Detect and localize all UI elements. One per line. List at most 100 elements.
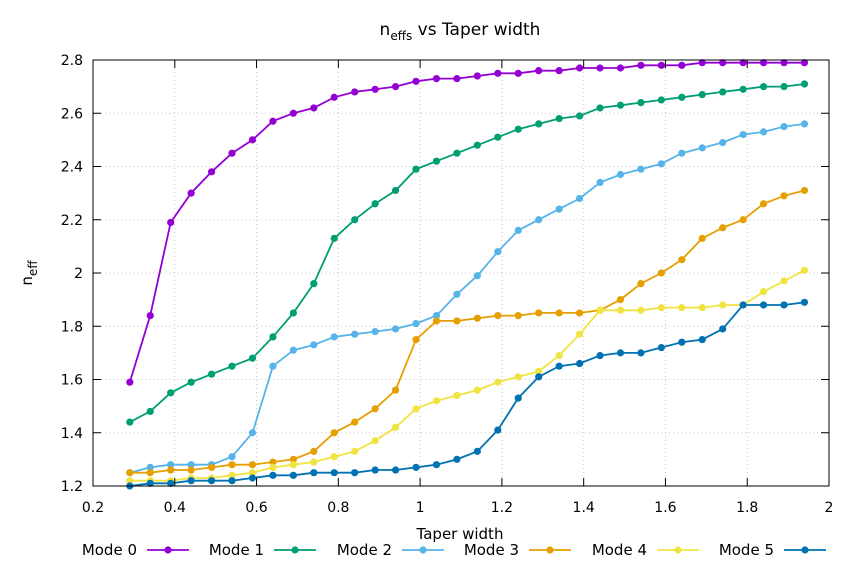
data-point — [473, 72, 481, 80]
data-point — [330, 333, 338, 341]
legend-item: Mode 5 — [719, 541, 826, 559]
data-point — [555, 351, 563, 360]
data-point — [351, 216, 359, 224]
x-tick-label: 0.6 — [245, 500, 267, 516]
legend-label: Mode 2 — [337, 541, 392, 559]
series-2 — [126, 120, 809, 477]
data-point — [310, 458, 318, 466]
y-tick-label: 2 — [74, 266, 83, 282]
data-point — [473, 386, 481, 394]
data-point — [269, 117, 277, 125]
data-point — [289, 461, 297, 469]
data-point — [432, 312, 441, 320]
legend: Mode 0 Mode 1 Mode 2 Mode 3 Mode 4 Mode 5 — [82, 541, 826, 559]
x-tick-label: 0.2 — [82, 500, 104, 516]
data-point — [575, 112, 584, 120]
data-point — [391, 186, 400, 195]
data-point — [289, 455, 297, 463]
data-point — [657, 96, 665, 104]
legend-label: Mode 3 — [464, 541, 519, 559]
data-point — [759, 200, 768, 208]
data-point — [535, 367, 543, 376]
data-point — [596, 306, 604, 314]
data-point — [167, 479, 175, 487]
data-point — [146, 312, 154, 320]
data-point — [596, 351, 604, 360]
data-point — [371, 85, 379, 93]
data-point — [248, 429, 257, 437]
data-point — [719, 138, 727, 147]
data-point — [637, 61, 645, 69]
data-point — [698, 59, 706, 67]
data-point — [473, 314, 481, 322]
data-point — [412, 165, 420, 173]
data-point — [330, 469, 338, 477]
data-point — [514, 373, 522, 381]
data-point — [494, 426, 502, 434]
data-point — [248, 469, 257, 477]
data-point — [535, 309, 543, 317]
data-point — [535, 373, 543, 381]
data-point — [678, 338, 686, 346]
data-point — [248, 474, 257, 482]
data-point — [616, 306, 625, 314]
data-point — [228, 471, 236, 479]
data-point — [616, 296, 625, 304]
data-point — [453, 290, 461, 298]
data-point — [248, 136, 257, 144]
data-point — [739, 301, 747, 309]
data-point — [207, 463, 216, 471]
data-point — [719, 59, 727, 67]
data-point — [637, 349, 645, 357]
data-point — [494, 69, 502, 77]
data-point — [575, 359, 584, 368]
data-point — [269, 463, 277, 471]
data-point — [719, 88, 727, 96]
data-point — [555, 67, 563, 75]
data-point — [207, 370, 216, 378]
data-point — [187, 189, 195, 197]
data-point — [616, 101, 625, 109]
legend-item: Mode 4 — [592, 541, 699, 559]
series-line — [129, 301, 805, 487]
data-point — [453, 391, 461, 400]
data-point — [126, 469, 134, 477]
data-point — [126, 378, 134, 386]
x-tick-label: 0.8 — [327, 500, 349, 516]
series-4 — [126, 266, 809, 485]
data-point — [289, 346, 297, 354]
data-point — [759, 59, 768, 67]
data-point — [351, 469, 359, 477]
data-point — [432, 75, 441, 83]
data-point — [759, 301, 768, 309]
data-point — [167, 389, 175, 397]
data-point — [800, 186, 809, 195]
data-point — [412, 405, 420, 413]
data-point — [371, 405, 379, 413]
data-point — [800, 266, 809, 274]
data-point — [637, 280, 645, 288]
data-point — [187, 461, 195, 469]
data-point — [759, 83, 768, 91]
data-point — [310, 447, 318, 455]
data-point — [739, 59, 747, 67]
data-point — [310, 341, 318, 349]
data-point — [759, 288, 768, 296]
data-point — [494, 133, 502, 141]
data-point — [228, 477, 236, 485]
x-tick-label: 1.2 — [491, 500, 513, 516]
data-point — [657, 343, 665, 352]
data-point — [657, 61, 665, 69]
data-point — [289, 471, 297, 479]
data-point — [453, 317, 461, 325]
legend-item: Mode 0 — [82, 541, 189, 559]
data-point — [698, 91, 706, 99]
data-point — [780, 83, 788, 91]
series-1 — [126, 80, 809, 426]
data-point — [187, 378, 195, 386]
y-tick-label: 2.8 — [61, 53, 83, 69]
data-point — [126, 418, 134, 426]
data-point — [678, 93, 686, 101]
data-point — [371, 327, 379, 336]
